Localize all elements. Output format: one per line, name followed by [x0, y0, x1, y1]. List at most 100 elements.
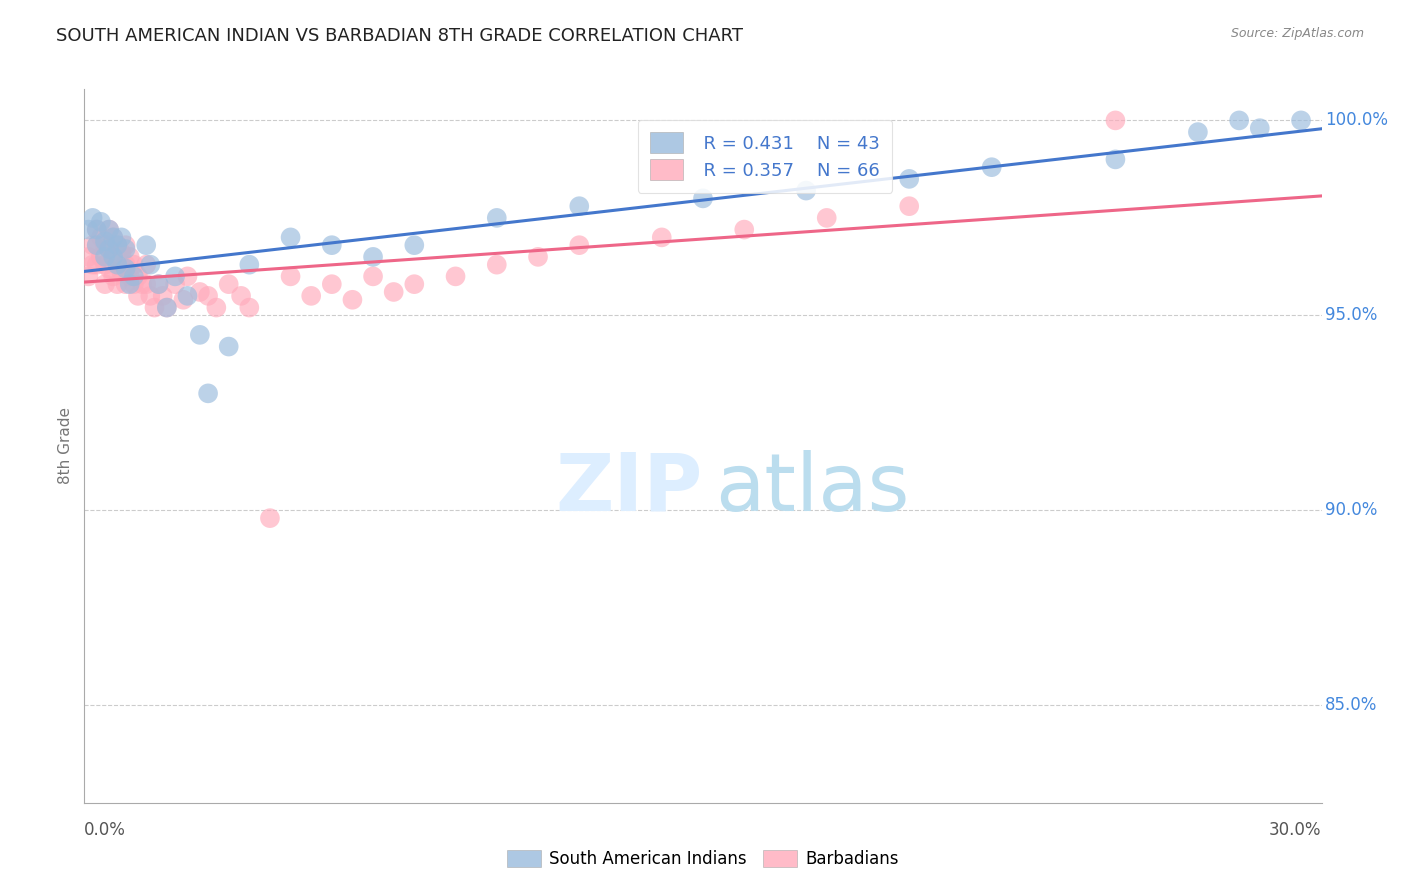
Point: [898, 199, 921, 213]
Text: 30.0%: 30.0%: [1270, 821, 1322, 838]
Point: [122, 277, 145, 292]
Point: [127, 289, 149, 303]
Point: [131, 277, 153, 292]
Point: [82, 211, 104, 225]
Point: [143, 301, 166, 315]
Point: [218, 340, 240, 354]
Point: [238, 258, 260, 272]
Point: [568, 238, 591, 252]
Text: 100.0%: 100.0%: [1326, 112, 1388, 129]
Point: [692, 191, 714, 205]
Point: [321, 277, 343, 292]
Point: [135, 238, 157, 252]
Point: [94, 238, 117, 252]
Point: [114, 238, 136, 252]
Point: [176, 289, 198, 303]
Point: [114, 242, 136, 256]
Point: [94, 250, 117, 264]
Point: [82, 258, 104, 272]
Point: [651, 230, 673, 244]
Point: [82, 238, 104, 252]
Point: [382, 285, 405, 299]
Text: 95.0%: 95.0%: [1326, 306, 1378, 325]
Point: [105, 258, 128, 272]
Point: [103, 230, 125, 244]
Point: [259, 511, 281, 525]
Y-axis label: 8th Grade: 8th Grade: [58, 408, 73, 484]
Point: [103, 230, 125, 244]
Point: [98, 222, 121, 236]
Text: SOUTH AMERICAN INDIAN VS BARBADIAN 8TH GRADE CORRELATION CHART: SOUTH AMERICAN INDIAN VS BARBADIAN 8TH G…: [56, 27, 744, 45]
Point: [172, 293, 194, 307]
Point: [794, 184, 817, 198]
Point: [1227, 113, 1250, 128]
Point: [197, 289, 219, 303]
Text: Source: ZipAtlas.com: Source: ZipAtlas.com: [1230, 27, 1364, 40]
Point: [90, 215, 112, 229]
Point: [127, 269, 149, 284]
Point: [815, 211, 838, 225]
Point: [188, 327, 211, 342]
Point: [1249, 121, 1271, 136]
Point: [165, 269, 187, 284]
Point: [197, 386, 219, 401]
Point: [103, 269, 125, 284]
Point: [485, 211, 508, 225]
Legend:   R = 0.431    N = 43,   R = 0.357    N = 66: R = 0.431 N = 43, R = 0.357 N = 66: [638, 120, 893, 193]
Point: [77, 250, 100, 264]
Point: [122, 258, 145, 272]
Point: [156, 301, 179, 315]
Point: [568, 199, 591, 213]
Point: [280, 269, 302, 284]
Point: [118, 277, 141, 292]
Text: 85.0%: 85.0%: [1326, 697, 1378, 714]
Point: [94, 277, 117, 292]
Point: [118, 250, 141, 264]
Point: [135, 258, 157, 272]
Text: ZIP: ZIP: [555, 450, 703, 528]
Point: [139, 258, 162, 272]
Point: [152, 289, 174, 303]
Point: [77, 222, 100, 236]
Point: [105, 238, 128, 252]
Point: [404, 277, 426, 292]
Point: [229, 289, 252, 303]
Point: [148, 277, 170, 292]
Point: [1187, 125, 1209, 139]
Point: [188, 285, 211, 299]
Point: [98, 261, 121, 276]
Point: [165, 277, 187, 292]
Point: [122, 269, 145, 284]
Point: [135, 277, 157, 292]
Point: [980, 160, 1002, 174]
Point: [98, 242, 121, 256]
Point: [361, 250, 384, 264]
Point: [114, 258, 136, 272]
Point: [86, 222, 108, 236]
Point: [485, 258, 508, 272]
Point: [404, 238, 426, 252]
Point: [86, 238, 108, 252]
Point: [110, 230, 132, 244]
Point: [105, 238, 128, 252]
Point: [156, 301, 179, 315]
Point: [114, 277, 136, 292]
Point: [139, 289, 162, 303]
Text: 90.0%: 90.0%: [1326, 501, 1378, 519]
Point: [114, 261, 136, 276]
Point: [205, 301, 228, 315]
Text: 0.0%: 0.0%: [84, 821, 127, 838]
Point: [1104, 153, 1126, 167]
Legend: South American Indians, Barbadians: South American Indians, Barbadians: [501, 843, 905, 875]
Point: [218, 277, 240, 292]
Point: [321, 238, 343, 252]
Point: [77, 269, 100, 284]
Point: [342, 293, 364, 307]
Point: [105, 258, 128, 272]
Point: [238, 301, 260, 315]
Point: [898, 172, 921, 186]
Point: [176, 269, 198, 284]
Point: [86, 222, 108, 236]
Point: [90, 230, 112, 244]
Point: [105, 277, 128, 292]
